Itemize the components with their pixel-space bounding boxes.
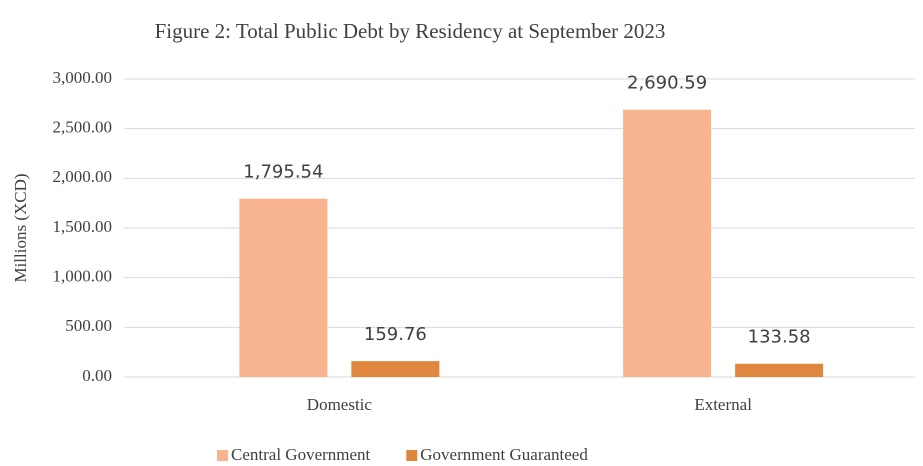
- y-tick-label: 2,500.00: [53, 118, 113, 137]
- chart-title: Figure 2: Total Public Debt by Residency…: [155, 19, 666, 43]
- y-tick-label: 1,000.00: [53, 267, 113, 286]
- data-label: 1,795.54: [243, 162, 323, 183]
- y-tick-label: 500.00: [65, 316, 112, 335]
- x-tick-label: External: [694, 395, 752, 414]
- legend-swatch: [406, 450, 418, 461]
- x-tick-label: Domestic: [307, 395, 373, 414]
- bar: [623, 109, 712, 377]
- legend-label: Central Government: [231, 445, 371, 464]
- y-tick-label: 3,000.00: [53, 68, 113, 87]
- bar: [735, 363, 824, 377]
- y-tick-label: 1,500.00: [53, 217, 113, 236]
- legend-swatch: [217, 450, 228, 461]
- y-axis-label: Millions (XCD): [11, 173, 30, 282]
- bar: [351, 361, 440, 377]
- data-label: 133.58: [748, 327, 811, 348]
- bar: [239, 198, 328, 377]
- legend-label: Government Guaranteed: [420, 445, 588, 464]
- y-tick-label: 2,000.00: [53, 167, 113, 186]
- y-tick-label: 0.00: [82, 366, 112, 385]
- data-label: 159.76: [364, 324, 427, 345]
- data-label: 2,690.59: [627, 73, 707, 94]
